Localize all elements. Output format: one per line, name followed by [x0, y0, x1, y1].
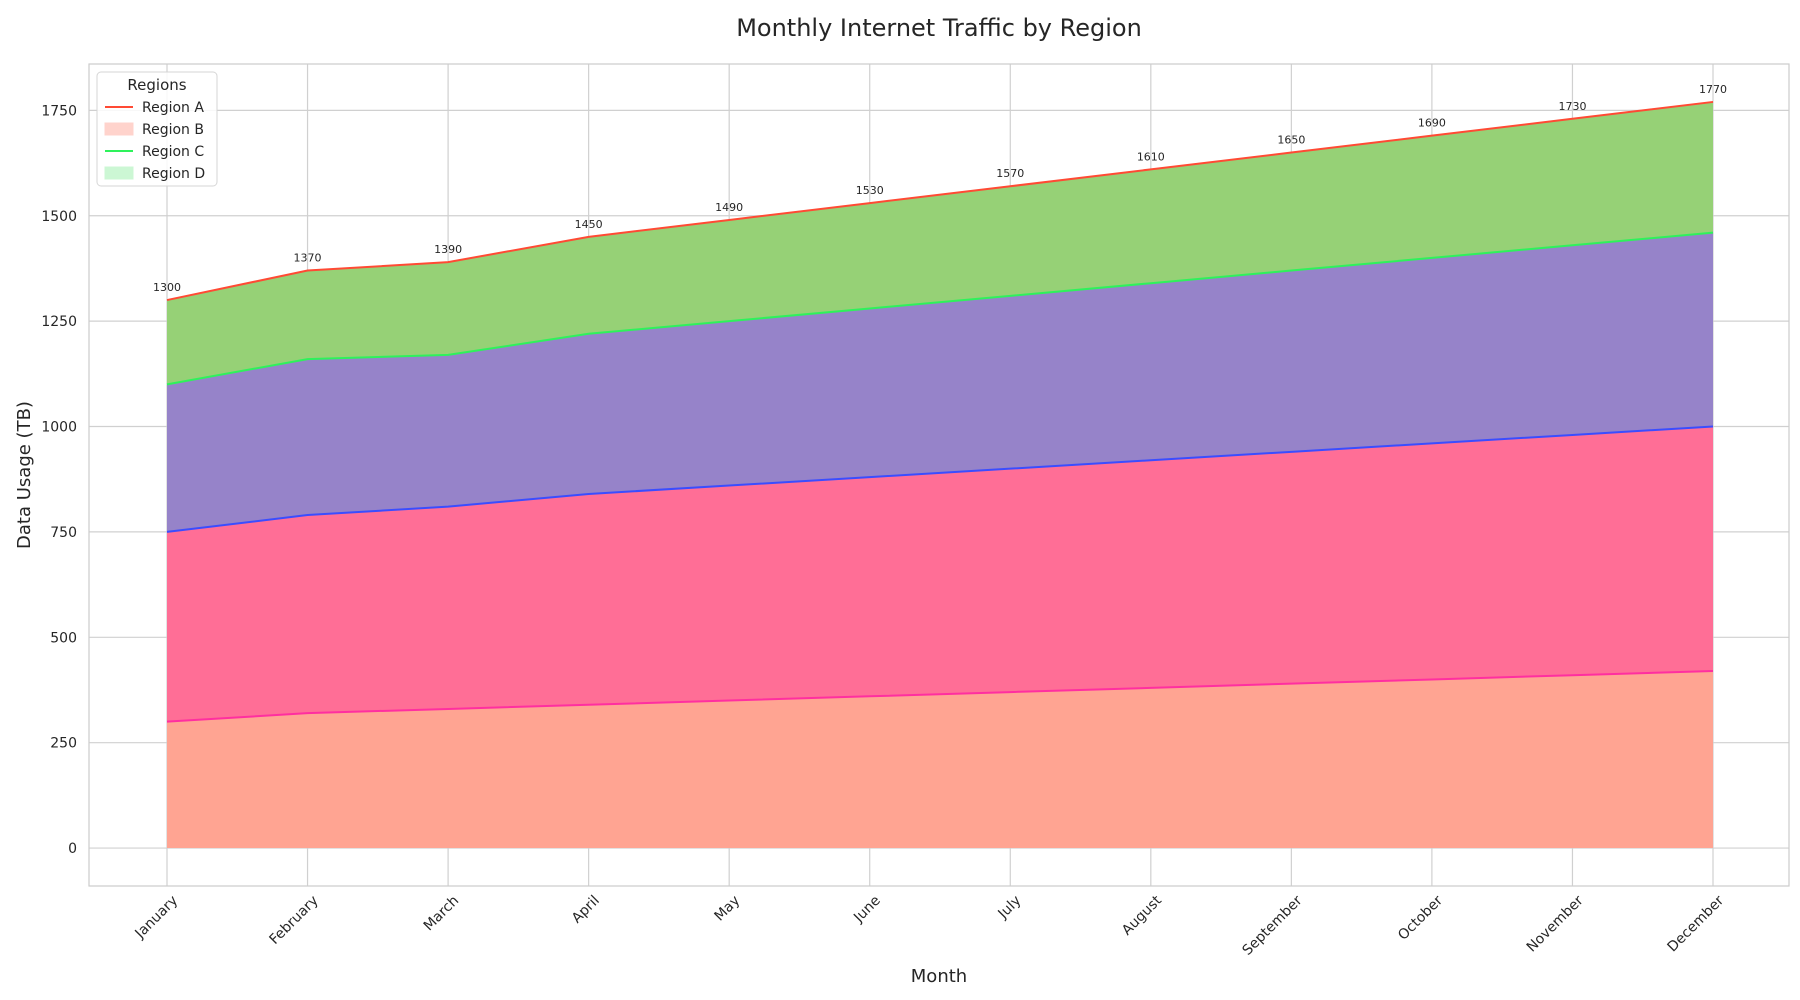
plot-frame	[88, 63, 1790, 887]
total-label: 1690	[1418, 117, 1446, 130]
legend-label: Region D	[142, 166, 205, 182]
series-lines	[166, 100, 1714, 723]
line-region-d	[166, 100, 1714, 302]
total-label: 1650	[1277, 134, 1305, 147]
line-region-c	[166, 231, 1714, 386]
y-tick-label: 250	[50, 736, 77, 752]
total-labels: 1300 1370 1390 1450 1490 1530 1570 1610 1650 1690…	[153, 83, 1727, 294]
line-region-b	[166, 425, 1714, 533]
total-label: 1530	[856, 184, 884, 197]
area-region-a	[167, 671, 1713, 849]
total-label: 1730	[1558, 100, 1586, 113]
total-label: 1490	[715, 201, 743, 214]
line-region-a	[166, 670, 1714, 723]
total-label: 1370	[294, 252, 322, 265]
total-label: 1450	[575, 218, 603, 231]
total-label: 1390	[434, 243, 462, 256]
area-region-c	[167, 232, 1713, 532]
total-label: 1300	[153, 281, 181, 294]
stacked-areas	[167, 101, 1713, 849]
legend-title: Regions	[127, 76, 186, 94]
y-tick-label: 1000	[41, 420, 77, 436]
area-region-d	[167, 101, 1713, 385]
y-axis-title: Data Usage (TB)	[14, 401, 35, 549]
legend-label: Region C	[142, 144, 204, 160]
chart-title: Monthly Internet Traffic by Region	[736, 14, 1142, 42]
y-tick-label: 0	[68, 841, 77, 857]
y-tick-label: 1250	[41, 314, 77, 330]
y-tick-label: 500	[50, 630, 77, 646]
y-tick-label: 1500	[41, 209, 77, 225]
area-region-b	[167, 426, 1713, 722]
total-label: 1770	[1699, 83, 1727, 96]
legend-label: Region B	[142, 122, 204, 138]
y-tick-label: 750	[50, 525, 77, 541]
legend: Regions Region A Region B Region C Region D	[96, 71, 218, 187]
legend-label: Region A	[142, 100, 204, 116]
legend-swatch	[104, 122, 134, 136]
total-label: 1610	[1137, 150, 1165, 163]
x-axis-title: Month	[911, 966, 967, 987]
total-label: 1570	[996, 167, 1024, 180]
legend-swatch	[104, 166, 134, 180]
y-tick-label: 1750	[41, 103, 77, 119]
y-axis-ticks: 0 250 500 750 1000 1250 1500 1750	[41, 103, 77, 857]
legend-box	[96, 71, 218, 187]
